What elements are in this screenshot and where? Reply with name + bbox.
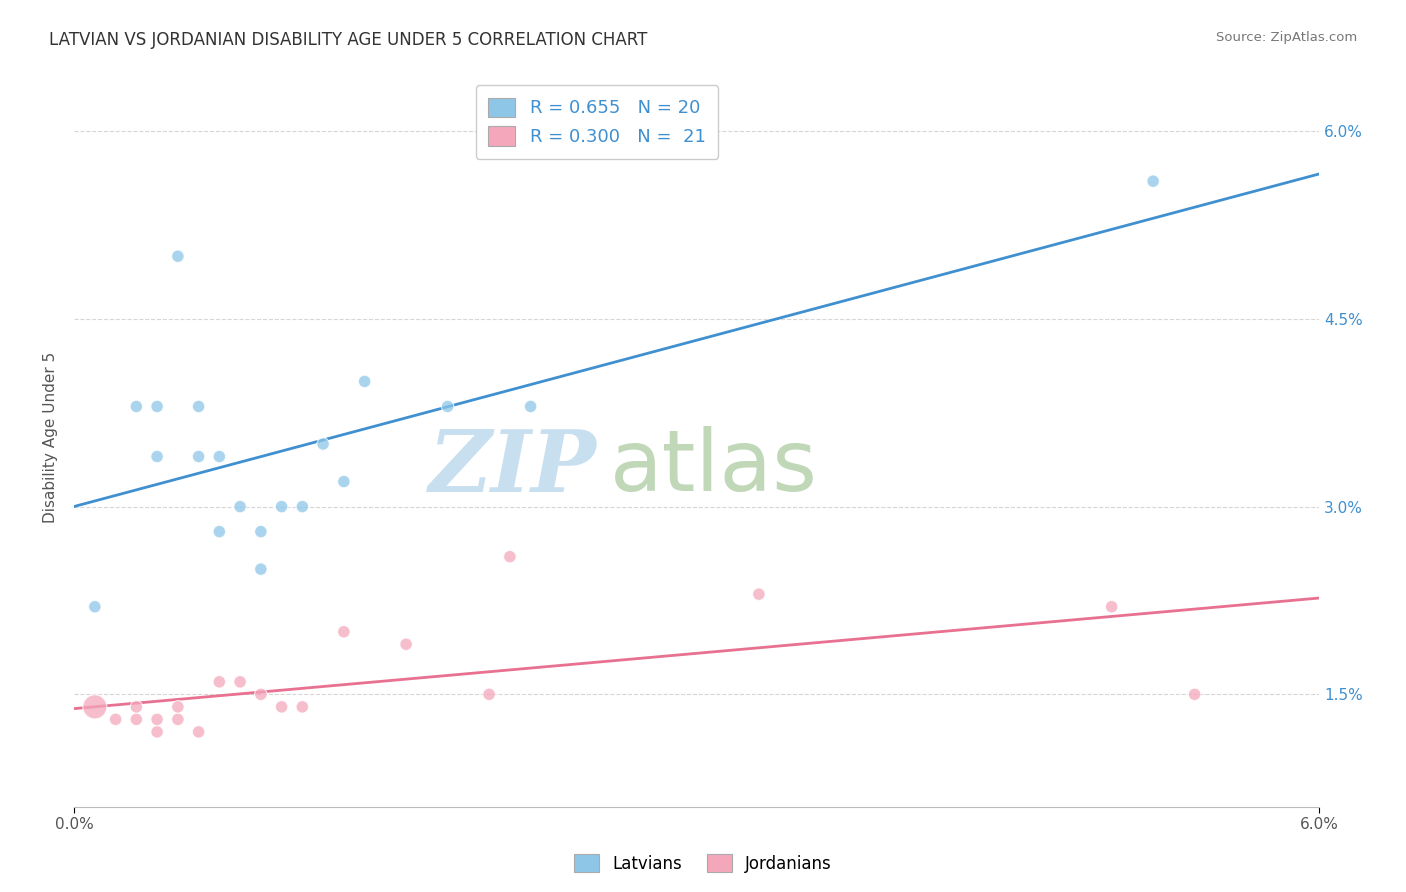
- Point: [291, 699, 314, 714]
- Point: [250, 687, 273, 701]
- Point: [1142, 174, 1164, 188]
- Point: [104, 712, 127, 726]
- Point: [187, 400, 209, 414]
- Point: [312, 437, 335, 451]
- Text: Source: ZipAtlas.com: Source: ZipAtlas.com: [1216, 31, 1357, 45]
- Point: [166, 712, 188, 726]
- Point: [748, 587, 770, 601]
- Point: [333, 475, 356, 489]
- Point: [1101, 599, 1123, 614]
- Point: [270, 699, 292, 714]
- Legend: Latvians, Jordanians: Latvians, Jordanians: [567, 847, 839, 880]
- Point: [395, 637, 418, 651]
- Point: [146, 724, 169, 739]
- Point: [146, 712, 169, 726]
- Point: [187, 450, 209, 464]
- Point: [353, 375, 375, 389]
- Point: [208, 450, 231, 464]
- Point: [125, 699, 148, 714]
- Point: [166, 699, 188, 714]
- Point: [208, 524, 231, 539]
- Y-axis label: Disability Age Under 5: Disability Age Under 5: [44, 352, 58, 524]
- Point: [83, 599, 105, 614]
- Point: [499, 549, 522, 564]
- Point: [1184, 687, 1206, 701]
- Point: [146, 400, 169, 414]
- Text: LATVIAN VS JORDANIAN DISABILITY AGE UNDER 5 CORRELATION CHART: LATVIAN VS JORDANIAN DISABILITY AGE UNDE…: [49, 31, 648, 49]
- Point: [519, 400, 541, 414]
- Legend: R = 0.655   N = 20, R = 0.300   N =  21: R = 0.655 N = 20, R = 0.300 N = 21: [475, 85, 718, 159]
- Point: [436, 400, 458, 414]
- Point: [125, 712, 148, 726]
- Point: [291, 500, 314, 514]
- Point: [250, 524, 273, 539]
- Point: [146, 450, 169, 464]
- Point: [208, 674, 231, 689]
- Text: atlas: atlas: [609, 425, 817, 508]
- Point: [478, 687, 501, 701]
- Point: [83, 699, 105, 714]
- Point: [229, 674, 252, 689]
- Point: [125, 400, 148, 414]
- Point: [250, 562, 273, 576]
- Text: ZIP: ZIP: [429, 425, 598, 509]
- Point: [187, 724, 209, 739]
- Point: [333, 624, 356, 639]
- Point: [229, 500, 252, 514]
- Point: [270, 500, 292, 514]
- Point: [166, 249, 188, 263]
